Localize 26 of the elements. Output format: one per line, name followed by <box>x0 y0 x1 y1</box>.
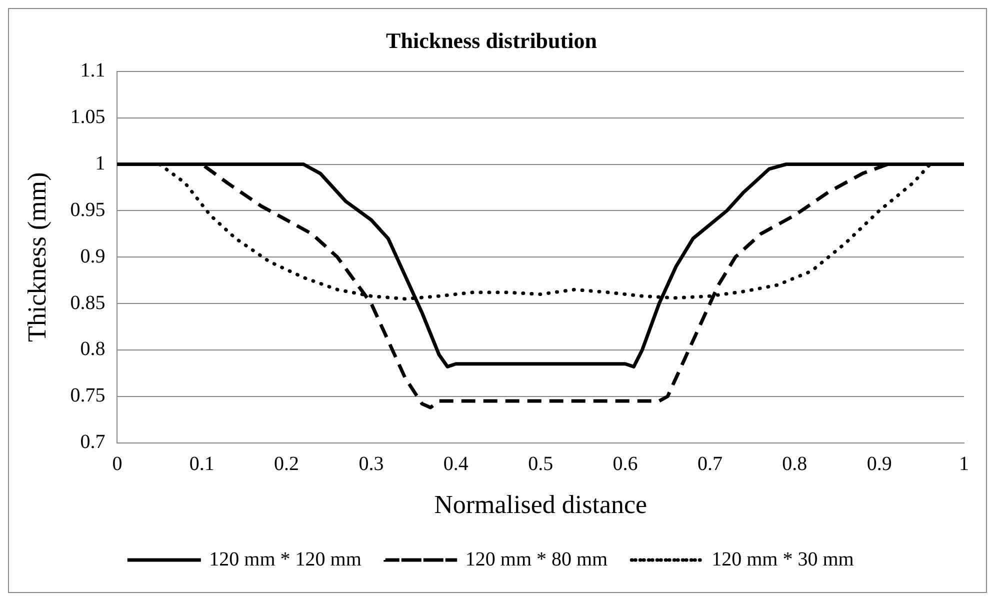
legend-label: 120 mm * 80 mm <box>465 548 608 570</box>
x-tick-label: 0.4 <box>443 453 468 476</box>
legend-label: 120 mm * 30 mm <box>712 548 854 570</box>
x-tick-label: 0.8 <box>782 453 808 476</box>
legend-label: 120 mm * 120 mm <box>209 548 362 570</box>
y-tick-label: 0.9 <box>80 245 106 268</box>
y-tick-label: 1 <box>95 152 106 174</box>
x-tick-label: 1 <box>959 453 969 476</box>
y-tick-label: 1.1 <box>80 60 106 82</box>
x-tick-label: 0 <box>112 453 122 476</box>
y-tick-label: 0.95 <box>70 198 106 221</box>
x-tick-label: 0.6 <box>612 453 638 476</box>
y-tick-label: 1.05 <box>70 106 106 128</box>
x-tick-label: 0.2 <box>274 453 300 476</box>
x-tick-label: 0.9 <box>866 453 892 476</box>
x-axis-title: Normalised distance <box>434 490 648 520</box>
y-tick-label: 0.7 <box>80 431 106 454</box>
y-tick-label: 0.8 <box>80 338 106 360</box>
x-tick-label: 0.7 <box>697 453 722 476</box>
x-tick-label: 0.5 <box>528 453 554 476</box>
y-tick-label: 0.85 <box>70 292 106 314</box>
x-tick-label: 0.1 <box>189 453 214 476</box>
x-tick-label: 0.3 <box>358 453 384 476</box>
y-axis-title: Thickness (mm) <box>22 172 52 342</box>
chart-title: Thickness distribution <box>386 28 597 53</box>
y-tick-label: 0.75 <box>70 384 106 407</box>
